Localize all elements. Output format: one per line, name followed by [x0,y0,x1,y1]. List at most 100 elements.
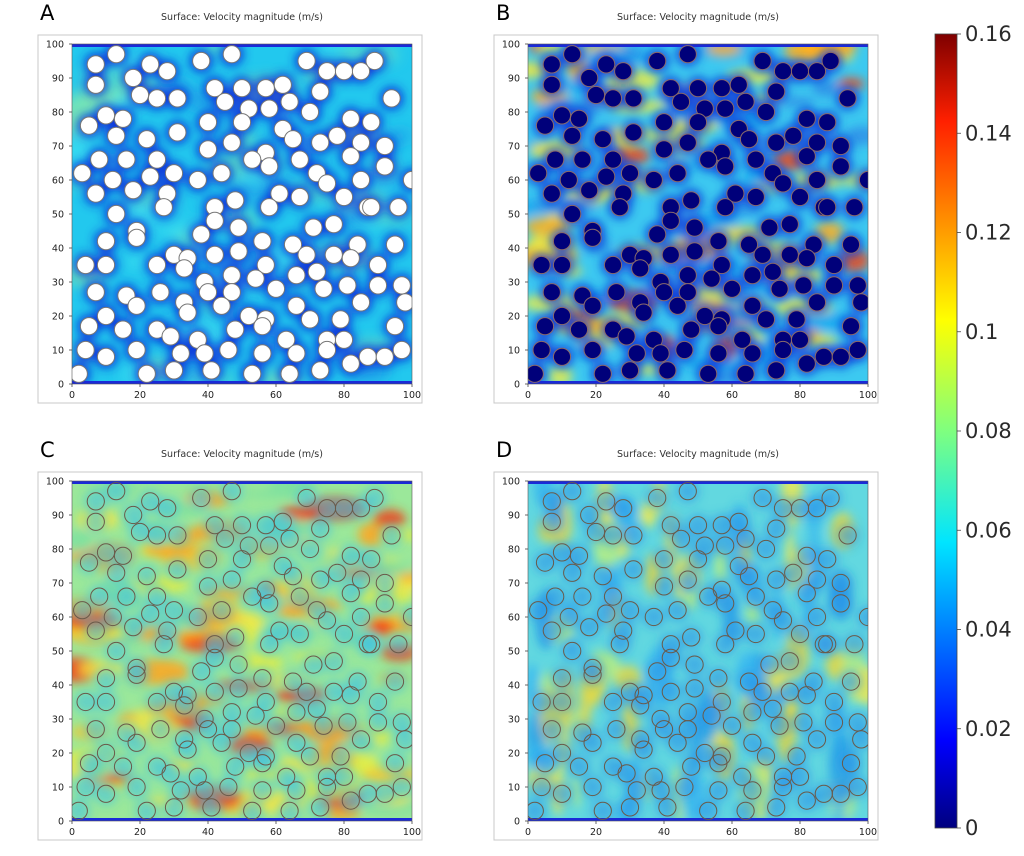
obstacle [375,573,394,593]
obstacle [529,601,548,620]
obstacle [559,170,578,190]
obstacle [311,82,330,101]
obstacle [351,133,371,152]
obstacle [603,587,623,606]
obstacle-halo [744,622,768,646]
obstacle-halo [856,605,868,629]
obstacle-halo [94,666,118,690]
obstacle [546,150,565,169]
obstacle [113,109,133,128]
obstacle-halo [567,755,591,779]
x-tick-label: 40 [658,827,670,838]
obstacle [358,635,377,654]
obstacle [614,621,633,640]
obstacle [658,361,677,380]
obstacle [86,720,105,739]
obstacle [716,635,735,654]
obstacle [226,628,245,647]
obstacle [137,130,156,149]
obstacle-halo [645,659,669,683]
obstacle [746,150,765,169]
obstacle [375,136,394,156]
x-tick-label: 100 [859,390,877,401]
field-blob [812,79,841,98]
obstacle [212,296,231,315]
y-tick-label: 60 [508,613,520,624]
obstacle [351,730,371,749]
obstacle [127,733,146,752]
obstacle [334,624,354,644]
obstacle [634,740,653,759]
obstacle-halo [666,731,690,755]
panel-d: D Surface: Velocity magnitude (m/s) 0 20 40 6… [493,438,879,841]
obstacle [154,198,173,217]
obstacle [688,550,708,569]
top-wall-layer [528,44,868,47]
obstacle [198,283,218,302]
field-blob [837,77,865,90]
obstacle [307,699,326,718]
obstacle [317,611,337,630]
obstacle-halo [301,653,325,677]
obstacle-halo [608,632,632,656]
obstacle [256,692,275,712]
colorbar-tick-label: 0.16 [965,22,1012,46]
obstacle [532,692,551,712]
obstacle [685,679,704,698]
obstacle-halo [754,744,778,768]
obstacle [654,550,674,569]
obstacle [73,601,92,620]
obstacle [739,672,759,691]
obstacle [151,720,170,739]
obstacle [648,51,667,71]
obstacle [614,62,633,81]
obstacle-halo [632,738,656,762]
obstacle-halo [373,591,397,615]
obstacle [841,672,861,691]
obstacle [127,777,146,797]
obstacle [107,45,126,64]
obstacle [96,347,116,366]
obstacle [396,293,412,312]
obstacle [198,720,218,739]
obstacle [617,764,636,783]
panel-title: Surface: Velocity magnitude (m/s) [617,12,779,23]
obstacle [124,618,143,637]
panel-title: Surface: Velocity magnitude (m/s) [161,449,323,460]
obstacle [287,344,306,363]
obstacle [535,754,555,773]
obstacle-halo [383,670,407,694]
field-blob [388,130,412,142]
obstacle-halo [540,489,564,513]
obstacle [671,92,691,111]
obstacle [753,682,772,701]
obstacle-halo [257,632,281,656]
obstacle [552,106,572,125]
obstacle [86,75,105,94]
obstacle [668,296,687,315]
obstacle-halo [94,690,118,714]
obstacle [583,228,602,247]
obstacle [736,801,755,820]
obstacle [385,672,405,691]
obstacle-halo [540,619,564,643]
obstacle [831,136,850,156]
obstacle [86,55,105,74]
obstacle-halo [264,714,288,738]
obstacle-halo [540,510,564,534]
obstacle-halo [152,632,176,656]
obstacle-halo [601,690,625,714]
obstacle [726,184,745,203]
obstacle [699,587,718,606]
panel-title: Surface: Velocity magnitude (m/s) [617,449,779,460]
obstacle [260,594,279,613]
obstacle-halo [740,700,764,724]
obstacle [229,655,248,674]
obstacle [736,364,755,383]
obstacle [603,526,623,545]
obstacle [709,317,728,336]
obstacle-halo [257,534,281,558]
obstacle [164,682,184,701]
obstacle [699,150,718,169]
